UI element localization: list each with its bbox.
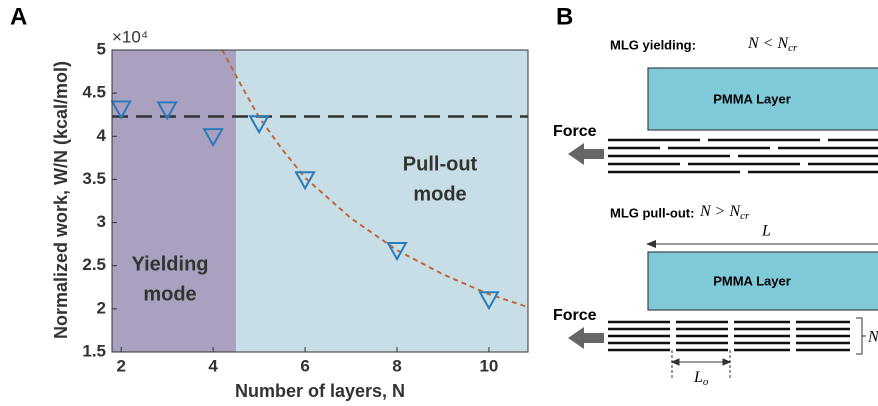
y-axis-label: Normalized work, W/N (kcal/mol) (51, 61, 71, 339)
x-tick-label: 6 (300, 356, 309, 375)
panel-label: B (556, 3, 573, 30)
condition: N < Ncr (747, 35, 798, 54)
length-label: L (761, 223, 771, 240)
data-point (294, 171, 316, 191)
region (112, 50, 237, 352)
y-tick-label: 1.5 (82, 341, 106, 360)
x-tick-label: 8 (392, 356, 401, 375)
overlap-label: Lo (693, 369, 709, 388)
fit-line (221, 50, 528, 309)
data-point (386, 242, 408, 262)
region-label: Pull-out (403, 153, 478, 175)
data-point (110, 100, 132, 120)
condition: N > Ncr (699, 203, 750, 222)
force-label: Force (553, 307, 597, 324)
overlap-main: L (693, 369, 703, 386)
overlap-sub: o (703, 376, 709, 388)
panel-a: A ×10⁴ Number of layers, N Normalized wo… (10, 3, 529, 401)
region-label: mode (143, 283, 196, 305)
force-label: Force (553, 123, 597, 140)
condition-main: N > N (699, 203, 741, 220)
y-tick-label: 4 (97, 126, 107, 145)
region (236, 50, 528, 352)
region-label: mode (413, 183, 466, 205)
y-tick-label: 5 (97, 39, 106, 58)
x-tick-label: 2 (116, 356, 125, 375)
count-bracket (856, 317, 866, 355)
graphene-layers (608, 320, 850, 352)
region-label: Yielding (131, 253, 208, 275)
graphene-layers (608, 138, 878, 174)
pmma-layer (647, 251, 878, 311)
dim-arrow (670, 358, 732, 366)
plot-frame (111, 49, 529, 353)
case-title: MLG yielding: (610, 37, 696, 52)
condition-sub: cr (740, 210, 750, 222)
y-tick-label: 3 (97, 212, 106, 231)
x-tick-label: 4 (208, 356, 218, 375)
layer-label: PMMA Layer (713, 91, 791, 106)
condition-main: N < N (747, 35, 789, 52)
layer-label: PMMA Layer (713, 273, 791, 288)
data-point (202, 128, 224, 148)
y-tick-label: 4.5 (82, 83, 106, 102)
y-tick-label: 2.5 (82, 255, 106, 274)
force-arrow (568, 143, 604, 165)
length-arrowhead (646, 240, 656, 248)
count-label: N (867, 329, 878, 346)
data-point (478, 291, 500, 311)
panel-b: B MLG yielding: N < Ncr PMMA Layer Force… (553, 3, 878, 388)
y-tick-label: 2 (97, 298, 106, 317)
force-arrow (568, 327, 604, 349)
data-point (248, 115, 270, 135)
y-tick-label: 3.5 (82, 169, 106, 188)
x-tick-label: 10 (479, 356, 498, 375)
condition-sub: cr (788, 42, 798, 54)
panel-label: A (10, 3, 27, 30)
pmma-layer (647, 67, 878, 131)
x-axis-label: Number of layers, N (235, 381, 405, 401)
data-point (156, 101, 178, 121)
y-multiplier: ×10⁴ (112, 27, 148, 46)
case-title: MLG pull-out: (610, 205, 694, 220)
